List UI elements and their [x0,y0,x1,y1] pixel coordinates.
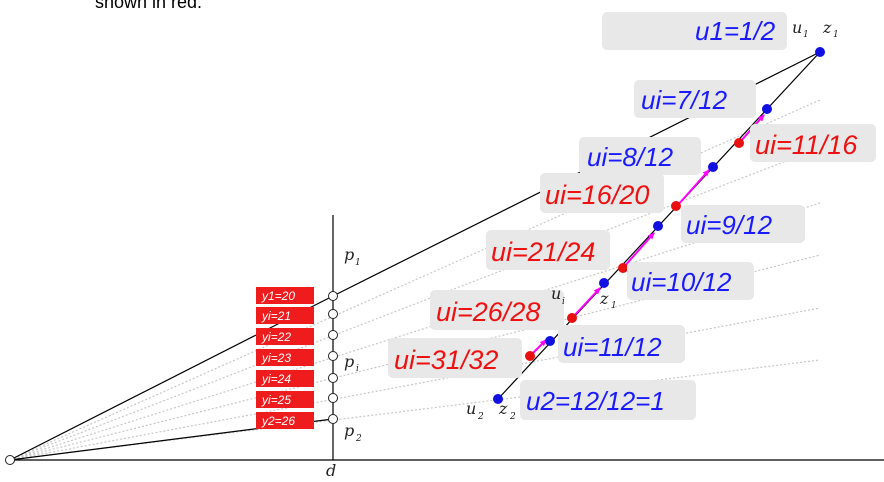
label-26-28: ui=26/28 [436,297,540,327]
blue-point-u1 [815,47,825,57]
box-21-24 [486,230,610,270]
red-points [525,138,744,361]
label-u2-bottom: u [466,399,476,418]
label-11-16: ui=11/16 [755,130,858,160]
y-label-box [256,349,314,366]
plane-point-1 [328,291,338,301]
label-pi-sub: i [356,364,359,374]
box-7-12 [634,80,756,118]
label-u2: u2=12/12=1 [526,386,665,416]
y-label: y2=26 [261,414,295,428]
label-u1-top: u [792,18,802,37]
blue-labels: u1=1/2 ui=7/12 ui=8/12 ui=9/12 ui=10/12 … [526,16,776,416]
box-u2 [520,380,696,420]
ray-2 [9,147,821,461]
y-label-box [256,412,314,429]
label-31-32: ui=31/32 [394,345,498,375]
label-p2: p [344,421,354,440]
label-boxes [388,12,876,420]
box-26-28 [430,290,564,330]
box-10-12 [627,262,754,300]
y-label: yi=24 [261,372,291,386]
box-16-20 [540,173,664,213]
label-8-12: ui=8/12 [587,142,674,172]
plane-point-7 [328,414,338,424]
label-10-12: ui=10/12 [631,267,732,297]
label-ui-mid: u [551,284,561,303]
blue-point-7-12 [762,104,772,114]
caption-fragment: shown in red. [95,0,203,12]
label-ui-mid-sub: i [562,297,565,307]
box-u1 [602,12,787,50]
label-9-12: ui=9/12 [686,210,773,240]
ray-3 [9,202,821,461]
label-21-24: ui=21/24 [491,237,595,267]
arrow-3 [622,232,655,269]
plane-point-4 [328,351,338,361]
red-point-21-24 [618,263,628,273]
y-label-box [256,328,314,345]
y-label: yi=21 [261,309,291,323]
plane-point-2 [328,309,338,319]
plane-point-3 [328,330,338,340]
label-7-12: ui=7/12 [641,85,728,115]
arrow-2 [676,169,710,207]
label-p1-sub: 1 [355,258,361,268]
box-11-16 [750,124,876,162]
red-point-26-28 [567,313,577,323]
red-point-16-20 [671,201,681,211]
label-p1: p [344,245,354,264]
eye-point [5,455,15,465]
red-point-11-16 [734,138,744,148]
ray-5 [9,307,821,461]
y-label: yi=25 [261,393,291,407]
red-labels: ui=11/16 ui=16/20 ui=21/24 ui=26/28 ui=3… [394,130,858,375]
math-annotations: d p 1 p i p 2 u 1 z 1 u i z 1 u 2 z 2 [326,18,839,480]
y-label-box [256,287,314,304]
red-point-31-32 [525,351,535,361]
blue-point-9-12 [653,221,663,231]
label-u2-bottom-sub: 2 [477,412,484,422]
plane-point-6 [328,393,338,403]
box-11-12 [558,325,685,363]
box-9-12 [681,205,805,243]
box-8-12 [579,137,701,175]
label-z2-bottom-sub: 2 [509,412,516,422]
y-label-box [256,391,314,408]
label-z1-mid-sub: 1 [611,301,617,311]
blue-point-u2 [493,394,503,404]
box-31-32 [388,338,522,378]
y-value-labels: y1=20 yi=21 yi=22 yi=23 yi=24 yi=25 y2=2… [256,287,314,429]
y-label: yi=23 [261,351,291,365]
image-plane-points [5,291,338,465]
label-z1-mid: z [599,289,609,308]
label-z1-top-sub: 1 [833,30,839,40]
blue-point-8-12 [708,162,718,172]
label-pi: p [344,352,354,371]
y-label: y1=20 [261,289,295,303]
label-u1: u1=1/2 [695,16,776,46]
y-label-box [256,370,314,387]
label-p2-sub: 2 [355,434,362,444]
y-label-box [256,307,314,324]
label-u1-top-sub: 1 [803,30,809,40]
label-d: d [326,461,336,480]
plane-point-5 [328,373,338,383]
label-16-20: ui=16/20 [545,180,649,210]
label-z1-top: z [822,18,832,37]
arrow-4 [571,287,601,319]
y-label: yi=22 [261,330,291,344]
label-11-12: ui=11/12 [563,332,662,362]
blue-point-10-12 [599,278,609,288]
blue-points [493,47,825,404]
blue-point-11-12 [545,336,555,346]
label-z2-bottom: z [498,399,508,418]
